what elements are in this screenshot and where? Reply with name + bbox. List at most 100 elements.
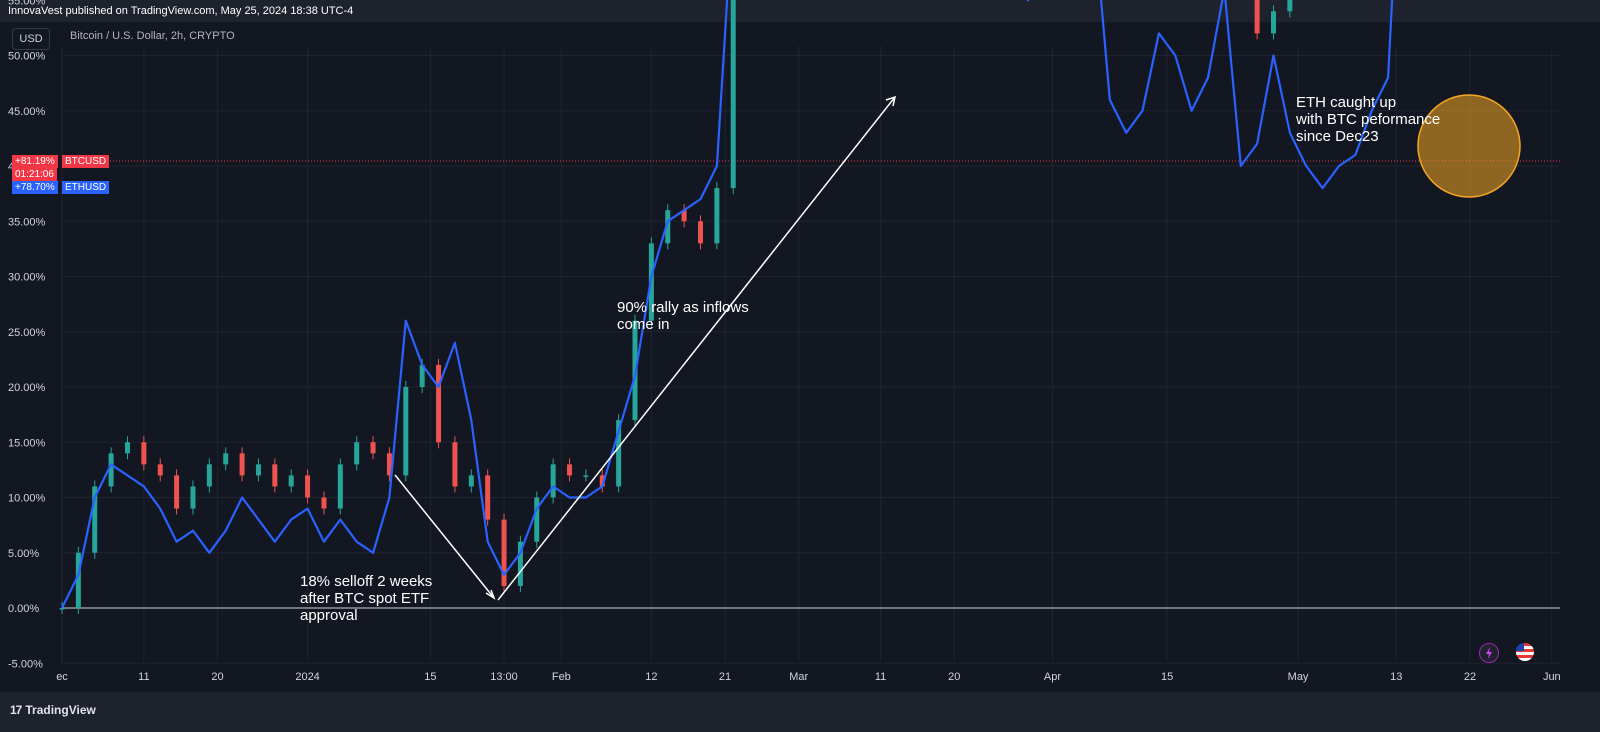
btc-candle-body	[730, 0, 736, 189]
y-tick-label: 10.00%	[8, 493, 46, 505]
btc-candle-body	[206, 464, 212, 487]
btc-name-tag: BTCUSD	[62, 155, 110, 168]
btc-candle-body	[1287, 0, 1293, 12]
x-tick-label: 13	[1390, 671, 1402, 683]
selloff-note-line3: approval	[300, 607, 358, 624]
btc-candle-body	[223, 453, 229, 465]
btcusd-series	[59, 0, 1293, 614]
btc-candle-body	[436, 364, 442, 443]
y-tick-label: 5.00%	[8, 548, 39, 560]
y-tick-label: 50.00%	[8, 51, 46, 63]
btc-candle-body	[714, 188, 720, 244]
btc-candle-body	[550, 464, 556, 498]
btc-candle-body	[681, 210, 687, 222]
btc-candle-body	[583, 475, 589, 477]
chart-grid	[61, 0, 1560, 664]
publisher-text: InnovaVest published on TradingView.com,…	[8, 5, 354, 17]
eth-note-line1: ETH caught up	[1296, 94, 1396, 111]
x-tick-label: 12	[645, 671, 657, 683]
currency-button[interactable]: USD	[12, 28, 50, 50]
x-tick-label: 15	[1161, 671, 1173, 683]
btc-candle-body	[337, 464, 343, 509]
btc-candle-body	[108, 453, 114, 487]
x-tick-label: 2024	[295, 671, 319, 683]
btc-candle-body	[124, 442, 130, 454]
btc-candle-body	[567, 464, 573, 476]
y-tick-label: 25.00%	[8, 327, 46, 339]
rally-note-line1: 90% rally as inflows	[617, 299, 749, 316]
x-tick-label: Feb	[552, 671, 571, 683]
selloff-arrowhead	[485, 589, 496, 600]
btc-candle-body	[272, 464, 278, 487]
btc-candle-body	[1270, 11, 1276, 34]
btc-value-tag: +81.19%	[12, 155, 58, 168]
x-tick-label: 21	[719, 671, 731, 683]
eth-catchup-highlight	[1417, 94, 1521, 198]
x-tick-label: 15	[424, 671, 436, 683]
btc-candle-body	[468, 475, 474, 487]
btc-candle-body	[92, 486, 98, 553]
btc-candle-body	[239, 453, 245, 476]
btc-countdown-tag: 01:21:06	[12, 168, 57, 181]
btc-candle-body	[697, 221, 703, 244]
selloff-note-line1: 18% selloff 2 weeks	[300, 573, 432, 590]
footer-bar	[0, 692, 1600, 732]
y-tick-label: 15.00%	[8, 437, 46, 449]
eth-note-line2: with BTC peformance	[1295, 111, 1440, 128]
btc-candle-body	[403, 387, 409, 476]
btc-candle-body	[517, 541, 523, 586]
x-tick-label: ec	[56, 671, 68, 683]
y-tick-label: 0.00%	[8, 603, 39, 615]
publisher-bar: InnovaVest published on TradingView.com,…	[0, 0, 1600, 22]
btc-candle-body	[616, 420, 622, 487]
btc-candle-body	[370, 442, 376, 454]
x-tick-label: Apr	[1044, 671, 1061, 683]
x-tick-label: 13:00	[490, 671, 518, 683]
rally-arrow	[497, 96, 896, 601]
annotation-arrows	[394, 95, 897, 601]
tradingview-brand[interactable]: 17 TradingView	[10, 703, 96, 717]
btc-candle-body	[321, 497, 327, 509]
eth-note-line3: since Dec23	[1296, 128, 1379, 145]
btc-candle-body	[190, 486, 196, 509]
x-tick-label: 22	[1464, 671, 1476, 683]
lightning-icon[interactable]	[1479, 643, 1499, 663]
btc-candle-body	[665, 210, 671, 244]
eth-name-tag: ETHUSD	[62, 181, 110, 194]
price-chart[interactable]: -5.00% 0.00% 5.00% 10.00% 15.00% 20.00% 25.00%…	[0, 0, 1600, 692]
rally-arrowhead	[885, 95, 897, 107]
x-tick-label: May	[1288, 671, 1309, 683]
btc-candle-body	[59, 608, 65, 610]
ethusd-series	[61, 0, 1394, 609]
x-axis: ec 11 20 2024 15 13:00 Feb 12 21 Mar 11 20 Apr 15 May 1…	[56, 671, 1561, 683]
selloff-arrow	[394, 474, 495, 599]
brand-label: TradingView	[25, 703, 96, 717]
y-tick-label: 30.00%	[8, 272, 46, 284]
y-tick-label: 20.00%	[8, 382, 46, 394]
btc-candle-body	[288, 475, 294, 487]
x-tick-label: Mar	[789, 671, 808, 683]
ethusd-line	[61, 0, 1394, 609]
chart-title: Bitcoin / U.S. Dollar, 2h, CRYPTO	[70, 30, 235, 42]
eth-value-tag: +78.70%	[12, 181, 58, 194]
x-tick-label: 20	[948, 671, 960, 683]
tv-logo-icon: 17	[10, 703, 22, 717]
y-axis: -5.00% 0.00% 5.00% 10.00% 15.00% 20.00% 25.00%…	[8, 0, 46, 670]
btc-candle-body	[354, 442, 360, 465]
btc-candle-body	[485, 475, 491, 520]
btc-candle-body	[174, 475, 180, 509]
y-tick-label: 35.00%	[8, 216, 46, 228]
btc-candle-body	[305, 475, 311, 498]
btc-candle-body	[419, 364, 425, 387]
y-tick-label: -5.00%	[8, 658, 43, 670]
x-tick-label: 20	[211, 671, 223, 683]
btc-candle-body	[534, 497, 540, 542]
selloff-note-line2: after BTC spot ETF	[300, 590, 429, 607]
btc-candle-body	[452, 442, 458, 487]
btc-candle-body	[157, 464, 163, 476]
btc-candle-body	[386, 453, 392, 476]
x-tick-label: Jun	[1543, 671, 1561, 683]
btc-candle-body	[501, 519, 507, 586]
us-flag-icon[interactable]	[1516, 643, 1534, 661]
btc-candle-body	[255, 464, 261, 476]
